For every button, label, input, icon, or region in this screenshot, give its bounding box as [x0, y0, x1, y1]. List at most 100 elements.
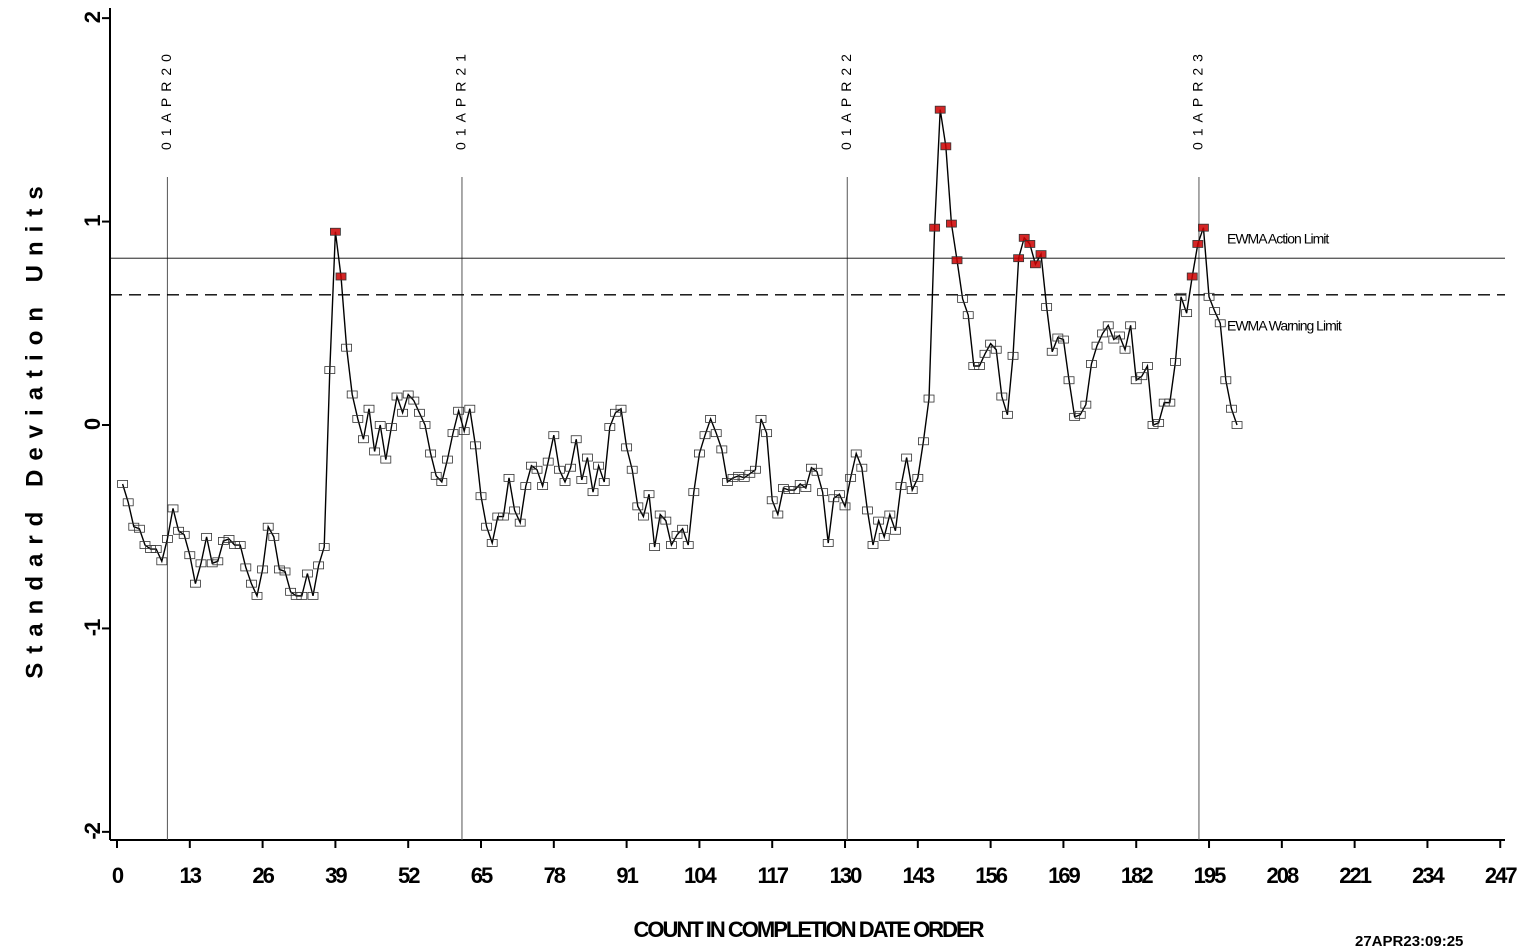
y-axis-label: Standard Deviation Units	[21, 177, 48, 678]
point	[794, 480, 806, 488]
point	[167, 504, 179, 513]
point	[453, 406, 465, 415]
point	[610, 408, 621, 417]
point	[296, 591, 308, 600]
point	[694, 449, 705, 458]
point	[246, 579, 257, 588]
point	[419, 421, 431, 429]
point	[722, 478, 733, 486]
point	[979, 349, 991, 358]
point	[1080, 400, 1092, 409]
signal-point	[1035, 250, 1047, 259]
point	[257, 565, 269, 574]
point	[1214, 319, 1226, 328]
point	[352, 414, 364, 423]
point	[867, 541, 879, 549]
x-tick-label: 143	[902, 863, 934, 888]
point	[117, 480, 129, 488]
signal-point	[1198, 223, 1209, 232]
x-tick-label: 182	[1121, 863, 1153, 888]
point	[162, 535, 173, 543]
point	[274, 565, 285, 574]
point	[615, 404, 627, 413]
point	[1074, 410, 1086, 419]
date-label: 01APR20	[158, 48, 174, 150]
point	[380, 455, 392, 464]
point	[677, 524, 689, 533]
point	[548, 431, 560, 440]
point	[425, 449, 437, 458]
point	[509, 506, 521, 515]
point	[318, 543, 330, 551]
point	[806, 463, 817, 472]
point	[744, 469, 756, 478]
point	[587, 488, 599, 497]
point	[128, 522, 140, 531]
point	[850, 449, 862, 458]
point	[1170, 358, 1181, 366]
point	[901, 453, 913, 462]
point	[1086, 360, 1097, 368]
point	[626, 465, 638, 474]
point	[173, 526, 185, 535]
point	[262, 522, 274, 531]
signal-point	[1192, 240, 1204, 248]
point	[1220, 376, 1232, 385]
point	[918, 437, 929, 446]
point	[223, 535, 235, 543]
point	[531, 465, 543, 474]
point	[397, 408, 409, 417]
signal-point	[1186, 272, 1198, 281]
point	[324, 366, 336, 374]
point	[923, 394, 935, 403]
x-tick-label: 0	[112, 863, 124, 888]
point	[822, 539, 834, 547]
point	[576, 476, 588, 484]
point	[1091, 341, 1103, 350]
point	[895, 482, 907, 490]
x-tick-label: 117	[757, 863, 788, 888]
point	[890, 526, 901, 535]
point	[190, 579, 201, 588]
point	[240, 563, 252, 572]
point	[968, 362, 980, 370]
signal-point	[929, 223, 941, 232]
point	[1231, 421, 1243, 429]
point	[654, 510, 666, 519]
point	[150, 545, 162, 553]
x-tick-label: 52	[398, 863, 420, 888]
point	[990, 345, 1002, 354]
point	[1226, 404, 1237, 413]
point	[996, 392, 1008, 401]
point	[1002, 410, 1013, 419]
point	[503, 473, 515, 482]
point	[537, 482, 549, 490]
point	[1114, 331, 1125, 340]
signal-point	[951, 256, 963, 265]
x-tick-label: 247	[1485, 863, 1517, 888]
point	[492, 512, 504, 521]
point	[884, 510, 896, 519]
point	[649, 543, 661, 551]
point	[570, 435, 582, 444]
point	[442, 455, 453, 464]
point	[307, 591, 319, 600]
x-tick-label: 13	[180, 863, 202, 888]
point	[733, 471, 745, 480]
x-tick-label: 169	[1048, 863, 1080, 888]
point	[447, 429, 459, 438]
point	[436, 478, 448, 486]
point	[1052, 333, 1064, 342]
point	[716, 445, 728, 454]
point	[962, 311, 974, 320]
point	[139, 541, 151, 549]
point	[1136, 372, 1148, 381]
point	[386, 423, 397, 431]
point	[1164, 398, 1176, 407]
point	[912, 473, 924, 482]
point	[643, 490, 655, 499]
point	[828, 494, 840, 503]
signal-point	[1018, 233, 1030, 242]
signal-point	[330, 227, 341, 236]
point	[772, 510, 784, 519]
